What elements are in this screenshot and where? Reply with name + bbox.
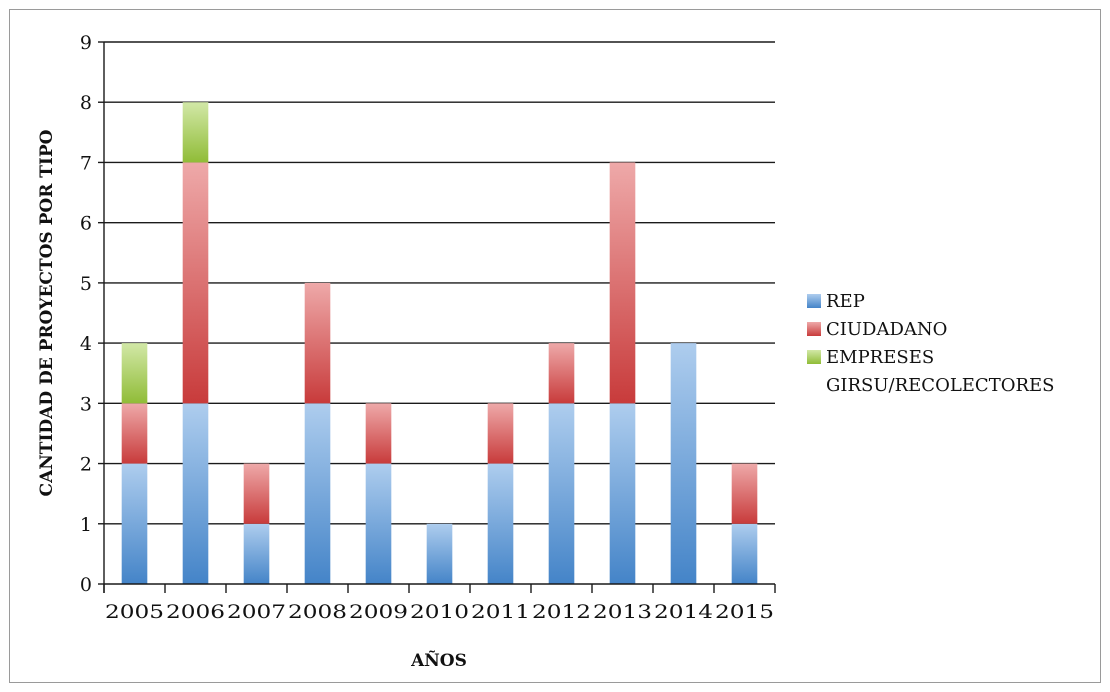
bar-ciudadano-2008 (304, 282, 331, 404)
x-tick-label: 2011 (471, 601, 530, 623)
bar-rep-2015 (731, 523, 758, 584)
bar-ciudadano-2009 (365, 403, 392, 464)
bar-ciudadano-2007 (243, 463, 270, 524)
x-tick-label: 2015 (715, 601, 774, 623)
bar-rep-2014 (670, 343, 697, 584)
y-tick-label: 9 (80, 32, 92, 54)
bar-ciudadano-2011 (487, 403, 514, 464)
y-tick-label: 1 (80, 514, 92, 536)
bar-rep-2008 (304, 403, 331, 584)
bars (121, 102, 758, 584)
y-tick-label: 3 (80, 393, 92, 415)
y-tick-label: 5 (80, 273, 92, 295)
bar-rep-2012 (548, 403, 575, 584)
x-tick-label: 2009 (349, 601, 408, 623)
legend-label: EMPRESES (826, 347, 934, 368)
y-tick-label: 2 (80, 454, 92, 476)
legend-label: GIRSU/RECOLECTORES (826, 375, 1054, 396)
bar-rep-2005 (121, 463, 148, 584)
bar-rep-2009 (365, 463, 392, 584)
y-tick-label: 6 (80, 213, 92, 235)
x-tick-label: 2013 (593, 601, 652, 623)
x-tick-labels: 2005 2006 2007 2008 2009 2010 2011 2012 2013 2014… (105, 601, 774, 623)
x-tick-label: 2005 (105, 601, 164, 623)
bar-empreses-girsu-recolectores-2005 (121, 343, 148, 404)
y-tick-label: 0 (80, 574, 92, 596)
bar-rep-2011 (487, 463, 514, 584)
legend-label: CIUDADANO (826, 319, 947, 340)
gridlines (104, 41, 775, 525)
x-axis-title: AÑOS (410, 649, 467, 671)
bar-rep-2010 (426, 523, 453, 584)
x-tick-label: 2007 (227, 601, 286, 623)
axes (98, 41, 776, 593)
bar-ciudadano-2012 (548, 343, 575, 404)
bar-ciudadano-2006 (182, 162, 209, 404)
y-axis-title: CANTIDAD DE PROYECTOS POR TIPO (37, 129, 57, 496)
legend-swatch-rep (807, 294, 821, 308)
bar-empreses-girsu-recolectores-2006 (182, 102, 209, 163)
legend: REP CIUDADANO EMPRESES GIRSU/RECOLECTORES (807, 291, 1054, 396)
bar-rep-2007 (243, 523, 270, 584)
y-tick-label: 8 (80, 92, 92, 114)
y-tick-label: 7 (80, 152, 92, 174)
bar-ciudadano-2005 (121, 403, 148, 464)
bar-ciudadano-2013 (609, 162, 636, 404)
y-tick-label: 4 (80, 333, 92, 355)
legend-label: REP (826, 291, 865, 312)
legend-swatch-empreses-girsu-recolectores (807, 350, 821, 364)
legend-swatch-ciudadano (807, 322, 821, 336)
y-tick-labels: 0 1 2 3 4 5 6 7 8 9 (80, 32, 92, 596)
bar-rep-2013 (609, 403, 636, 584)
bar-rep-2006 (182, 403, 209, 584)
x-tick-label: 2010 (410, 601, 469, 623)
bar-ciudadano-2015 (731, 463, 758, 524)
x-tick-label: 2014 (654, 601, 713, 623)
x-tick-label: 2008 (288, 601, 347, 623)
x-tick-label: 2006 (166, 601, 225, 623)
x-tick-label: 2012 (532, 601, 591, 623)
